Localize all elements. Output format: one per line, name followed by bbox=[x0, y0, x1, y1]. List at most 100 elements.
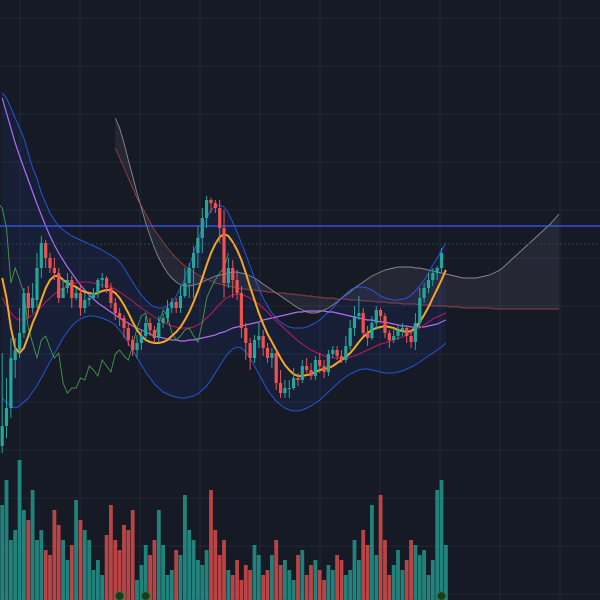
candle-body bbox=[392, 336, 396, 340]
candle-body bbox=[91, 293, 96, 298]
candle-body bbox=[361, 313, 365, 333]
event-marker-icon bbox=[140, 590, 151, 600]
candle-body bbox=[313, 360, 317, 376]
candle-body bbox=[252, 340, 257, 358]
candle-body bbox=[235, 280, 239, 293]
candle-body bbox=[387, 333, 391, 340]
candle-body bbox=[39, 243, 43, 268]
volume-bar bbox=[330, 570, 335, 600]
candle-body bbox=[83, 300, 87, 308]
candle-body bbox=[283, 388, 287, 393]
candle-body bbox=[44, 243, 48, 258]
volume-bar bbox=[143, 545, 148, 600]
volume-bar bbox=[391, 565, 396, 600]
candle-body bbox=[200, 218, 204, 238]
candle-body bbox=[292, 378, 296, 388]
volume-bar bbox=[317, 570, 322, 600]
candle-body bbox=[305, 366, 309, 370]
volume-bar bbox=[304, 575, 309, 600]
volume-bar bbox=[274, 540, 279, 600]
candle-body bbox=[65, 280, 69, 288]
volume-bar bbox=[339, 560, 344, 600]
horizontal-line[interactable] bbox=[0, 225, 600, 245]
volume-bar bbox=[82, 530, 87, 600]
volume-bar bbox=[174, 550, 179, 600]
volume-bar bbox=[217, 555, 222, 600]
candle-body bbox=[270, 353, 274, 358]
bollinger-upper-line bbox=[1, 92, 447, 329]
volume-bar bbox=[352, 540, 357, 600]
volume-bar bbox=[87, 540, 92, 600]
candle-body bbox=[118, 313, 122, 318]
volume-bar bbox=[400, 570, 405, 600]
volume-bar bbox=[0, 505, 5, 600]
volume-bar bbox=[139, 565, 144, 600]
candle-body bbox=[331, 350, 335, 354]
volume-bar bbox=[200, 565, 205, 600]
candle-body bbox=[379, 310, 383, 316]
candle-body bbox=[126, 328, 130, 340]
volume-bar bbox=[52, 510, 57, 600]
event-marker-icon bbox=[114, 590, 125, 600]
candle-body bbox=[261, 336, 265, 348]
candle-body bbox=[231, 268, 235, 280]
candle-body bbox=[274, 353, 278, 383]
volume-bar bbox=[191, 540, 196, 600]
candle-body bbox=[339, 356, 344, 360]
volume-bar bbox=[309, 565, 313, 600]
volume-bar bbox=[243, 565, 248, 600]
candle-body bbox=[113, 303, 117, 313]
candle-body bbox=[226, 268, 230, 283]
volume-bar bbox=[4, 480, 9, 600]
candle-body bbox=[370, 323, 374, 338]
candle-body bbox=[318, 360, 322, 366]
candle-body bbox=[122, 318, 126, 328]
volume-bar bbox=[357, 560, 361, 600]
volume-bar bbox=[187, 530, 192, 600]
candle-body bbox=[248, 343, 252, 358]
candle-body bbox=[218, 208, 222, 228]
candle-body bbox=[31, 298, 35, 308]
candle-body bbox=[105, 278, 109, 288]
volume-bar bbox=[122, 525, 126, 600]
volume-bar bbox=[43, 550, 48, 600]
candle-body bbox=[435, 268, 439, 273]
candle-body bbox=[131, 340, 135, 350]
event-markers bbox=[114, 590, 447, 600]
event-marker-icon bbox=[436, 590, 447, 600]
volume-bar bbox=[148, 555, 152, 600]
candle-body bbox=[287, 388, 291, 389]
candle-body bbox=[400, 328, 404, 330]
volume-bar bbox=[78, 520, 83, 600]
volume-bar bbox=[113, 540, 118, 600]
volume-bar bbox=[230, 575, 235, 600]
candle-body bbox=[396, 330, 400, 336]
candle-body bbox=[109, 288, 113, 303]
candle-body bbox=[22, 293, 26, 333]
candle-body bbox=[348, 328, 352, 346]
candle-body bbox=[409, 336, 413, 342]
candle-body bbox=[148, 323, 152, 330]
candle-body bbox=[209, 200, 213, 203]
candle-body bbox=[152, 330, 156, 338]
volume-bar bbox=[100, 575, 105, 600]
volume-bar bbox=[35, 540, 39, 600]
cloud-fill bbox=[115, 118, 559, 313]
candle-body bbox=[9, 358, 13, 408]
candle-body bbox=[300, 366, 304, 380]
volume-bar bbox=[74, 500, 78, 600]
candle-body bbox=[18, 333, 22, 350]
volume-bar bbox=[404, 560, 409, 600]
volume-bar bbox=[256, 555, 261, 600]
candle-body bbox=[322, 366, 326, 372]
volume-bar bbox=[435, 490, 440, 600]
volume-bar bbox=[169, 570, 174, 600]
candle-body bbox=[279, 383, 283, 393]
volume-bar bbox=[17, 460, 22, 600]
candle-body bbox=[357, 313, 361, 316]
candle-body bbox=[87, 298, 91, 300]
volume-bar bbox=[409, 540, 413, 600]
volume-bar bbox=[343, 575, 348, 600]
candle-body bbox=[213, 203, 217, 208]
